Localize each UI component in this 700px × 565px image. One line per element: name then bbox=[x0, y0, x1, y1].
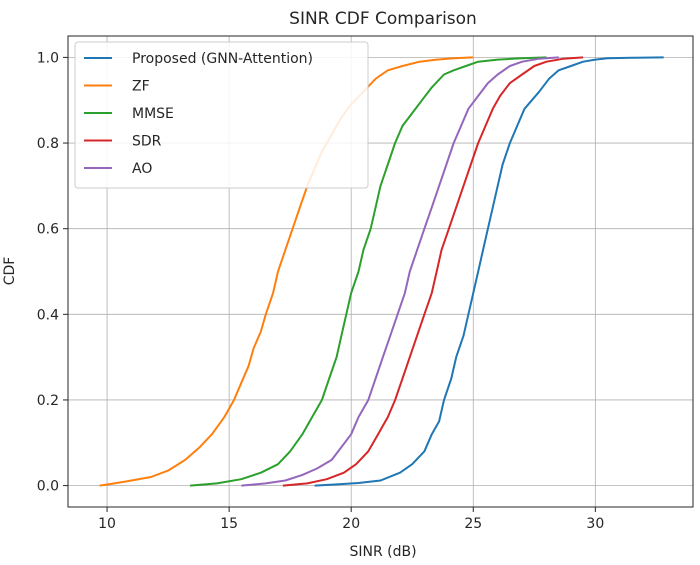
legend-entry: Proposed (GNN-Attention) bbox=[132, 51, 313, 67]
series-line-zf bbox=[99, 56, 474, 487]
x-tick-label: 25 bbox=[464, 516, 482, 532]
y-axis-label: CDF bbox=[2, 257, 18, 286]
x-tick-label: 15 bbox=[220, 516, 238, 532]
legend-entry: AO bbox=[132, 161, 152, 177]
series-line-sdr bbox=[282, 56, 584, 487]
y-tick-label: 0.2 bbox=[37, 393, 59, 409]
series-lines bbox=[99, 56, 664, 487]
chart-title: SINR CDF Comparison bbox=[289, 9, 477, 29]
plot-frame bbox=[67, 35, 694, 508]
x-tick-label: 20 bbox=[342, 516, 360, 532]
x-tick-label: 30 bbox=[586, 516, 604, 532]
x-tick-label: 10 bbox=[98, 516, 116, 532]
legend-entry: SDR bbox=[132, 134, 162, 150]
legend-box bbox=[74, 41, 369, 189]
y-tick-label: 0.0 bbox=[37, 479, 59, 495]
legend-entry: ZF bbox=[132, 79, 150, 95]
y-tick-label: 1.0 bbox=[37, 50, 59, 66]
series-line-ao bbox=[241, 56, 559, 487]
legend: Proposed (GNN-Attention) ZF MMSE SDR AO bbox=[74, 41, 369, 189]
axis-ticks: 10 15 20 25 30 0.0 0.2 0.4 0.6 0.8 1.0 bbox=[37, 50, 605, 532]
y-tick-label: 0.6 bbox=[37, 222, 59, 238]
legend-entry: MMSE bbox=[132, 106, 174, 122]
y-tick-label: 0.4 bbox=[37, 307, 59, 323]
series-line-proposed-gnn-attention bbox=[314, 56, 664, 487]
x-axis-label: SINR (dB) bbox=[349, 544, 416, 560]
series-line-mmse bbox=[190, 56, 547, 487]
y-tick-label: 0.8 bbox=[37, 136, 59, 152]
